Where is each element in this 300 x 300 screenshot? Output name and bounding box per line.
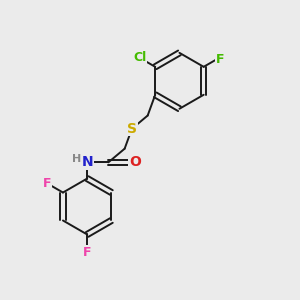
Text: Cl: Cl: [133, 51, 146, 64]
Text: F: F: [42, 177, 51, 190]
Text: O: O: [129, 155, 141, 169]
Text: H: H: [72, 154, 82, 164]
Text: S: S: [127, 122, 137, 136]
Text: F: F: [216, 53, 224, 66]
Text: F: F: [83, 246, 92, 259]
Text: N: N: [81, 155, 93, 169]
